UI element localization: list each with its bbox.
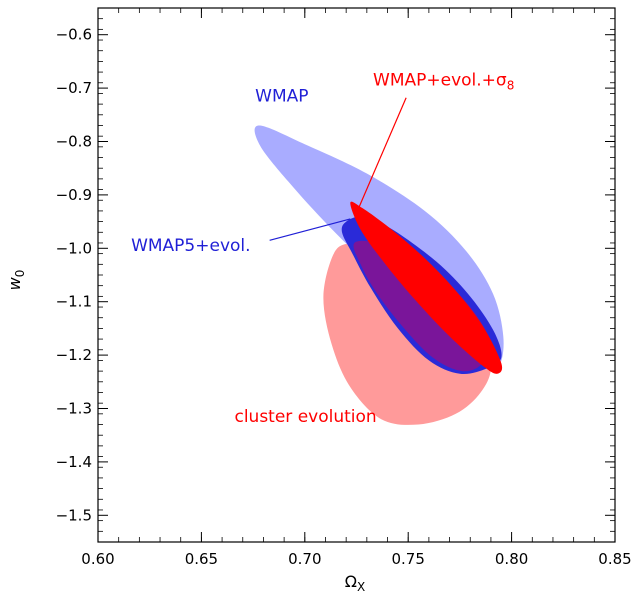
y-tick-label: −1.0 (56, 239, 92, 257)
y-tick-label: −1.5 (56, 506, 92, 524)
y-tick-label: −1.4 (56, 453, 92, 471)
x-tick-label: 0.75 (391, 550, 424, 568)
confidence-regions (254, 125, 504, 425)
region-wmap-evol-8 (350, 201, 503, 374)
y-tick-label: −1.1 (56, 293, 92, 311)
annotations: WMAP WMAP+evol.+σ8 WMAP5+evol. cluster evol… (131, 70, 514, 426)
annotation-wmap-evol: WMAP+evol.+σ8 (373, 70, 514, 92)
axis-ticks: 0.60 0.65 0.70 0.75 0.80 0.85 −0.6 −0.7 −0.8 −0.9… (56, 7, 632, 568)
x-tick-label: 0.60 (81, 550, 114, 568)
x-tick-label: 0.65 (185, 550, 218, 568)
y-tick-label: −1.3 (56, 400, 92, 418)
annotation-wmap5-evol: WMAP5+evol. (131, 236, 250, 256)
x-tick-label: 0.70 (288, 550, 321, 568)
y-tick-label: −0.6 (56, 26, 92, 44)
y-tick-label: −0.7 (56, 79, 92, 97)
y-tick-label: −0.8 (56, 133, 92, 151)
annotation-wmap: WMAP (255, 86, 308, 106)
annotation-connector (269, 218, 351, 241)
x-axis-title: ΩX (345, 572, 365, 594)
annotation-cluster-evolution: cluster evolution (234, 407, 376, 427)
annotation-connectors (269, 97, 407, 241)
x-tick-label: 0.80 (495, 550, 528, 568)
x-tick-label: 0.85 (598, 550, 631, 568)
y-tick-label: −1.2 (56, 346, 92, 364)
y-axis-title: w0 (5, 270, 27, 291)
y-tick-label: −0.9 (56, 186, 92, 204)
annotation-connector (358, 97, 407, 209)
